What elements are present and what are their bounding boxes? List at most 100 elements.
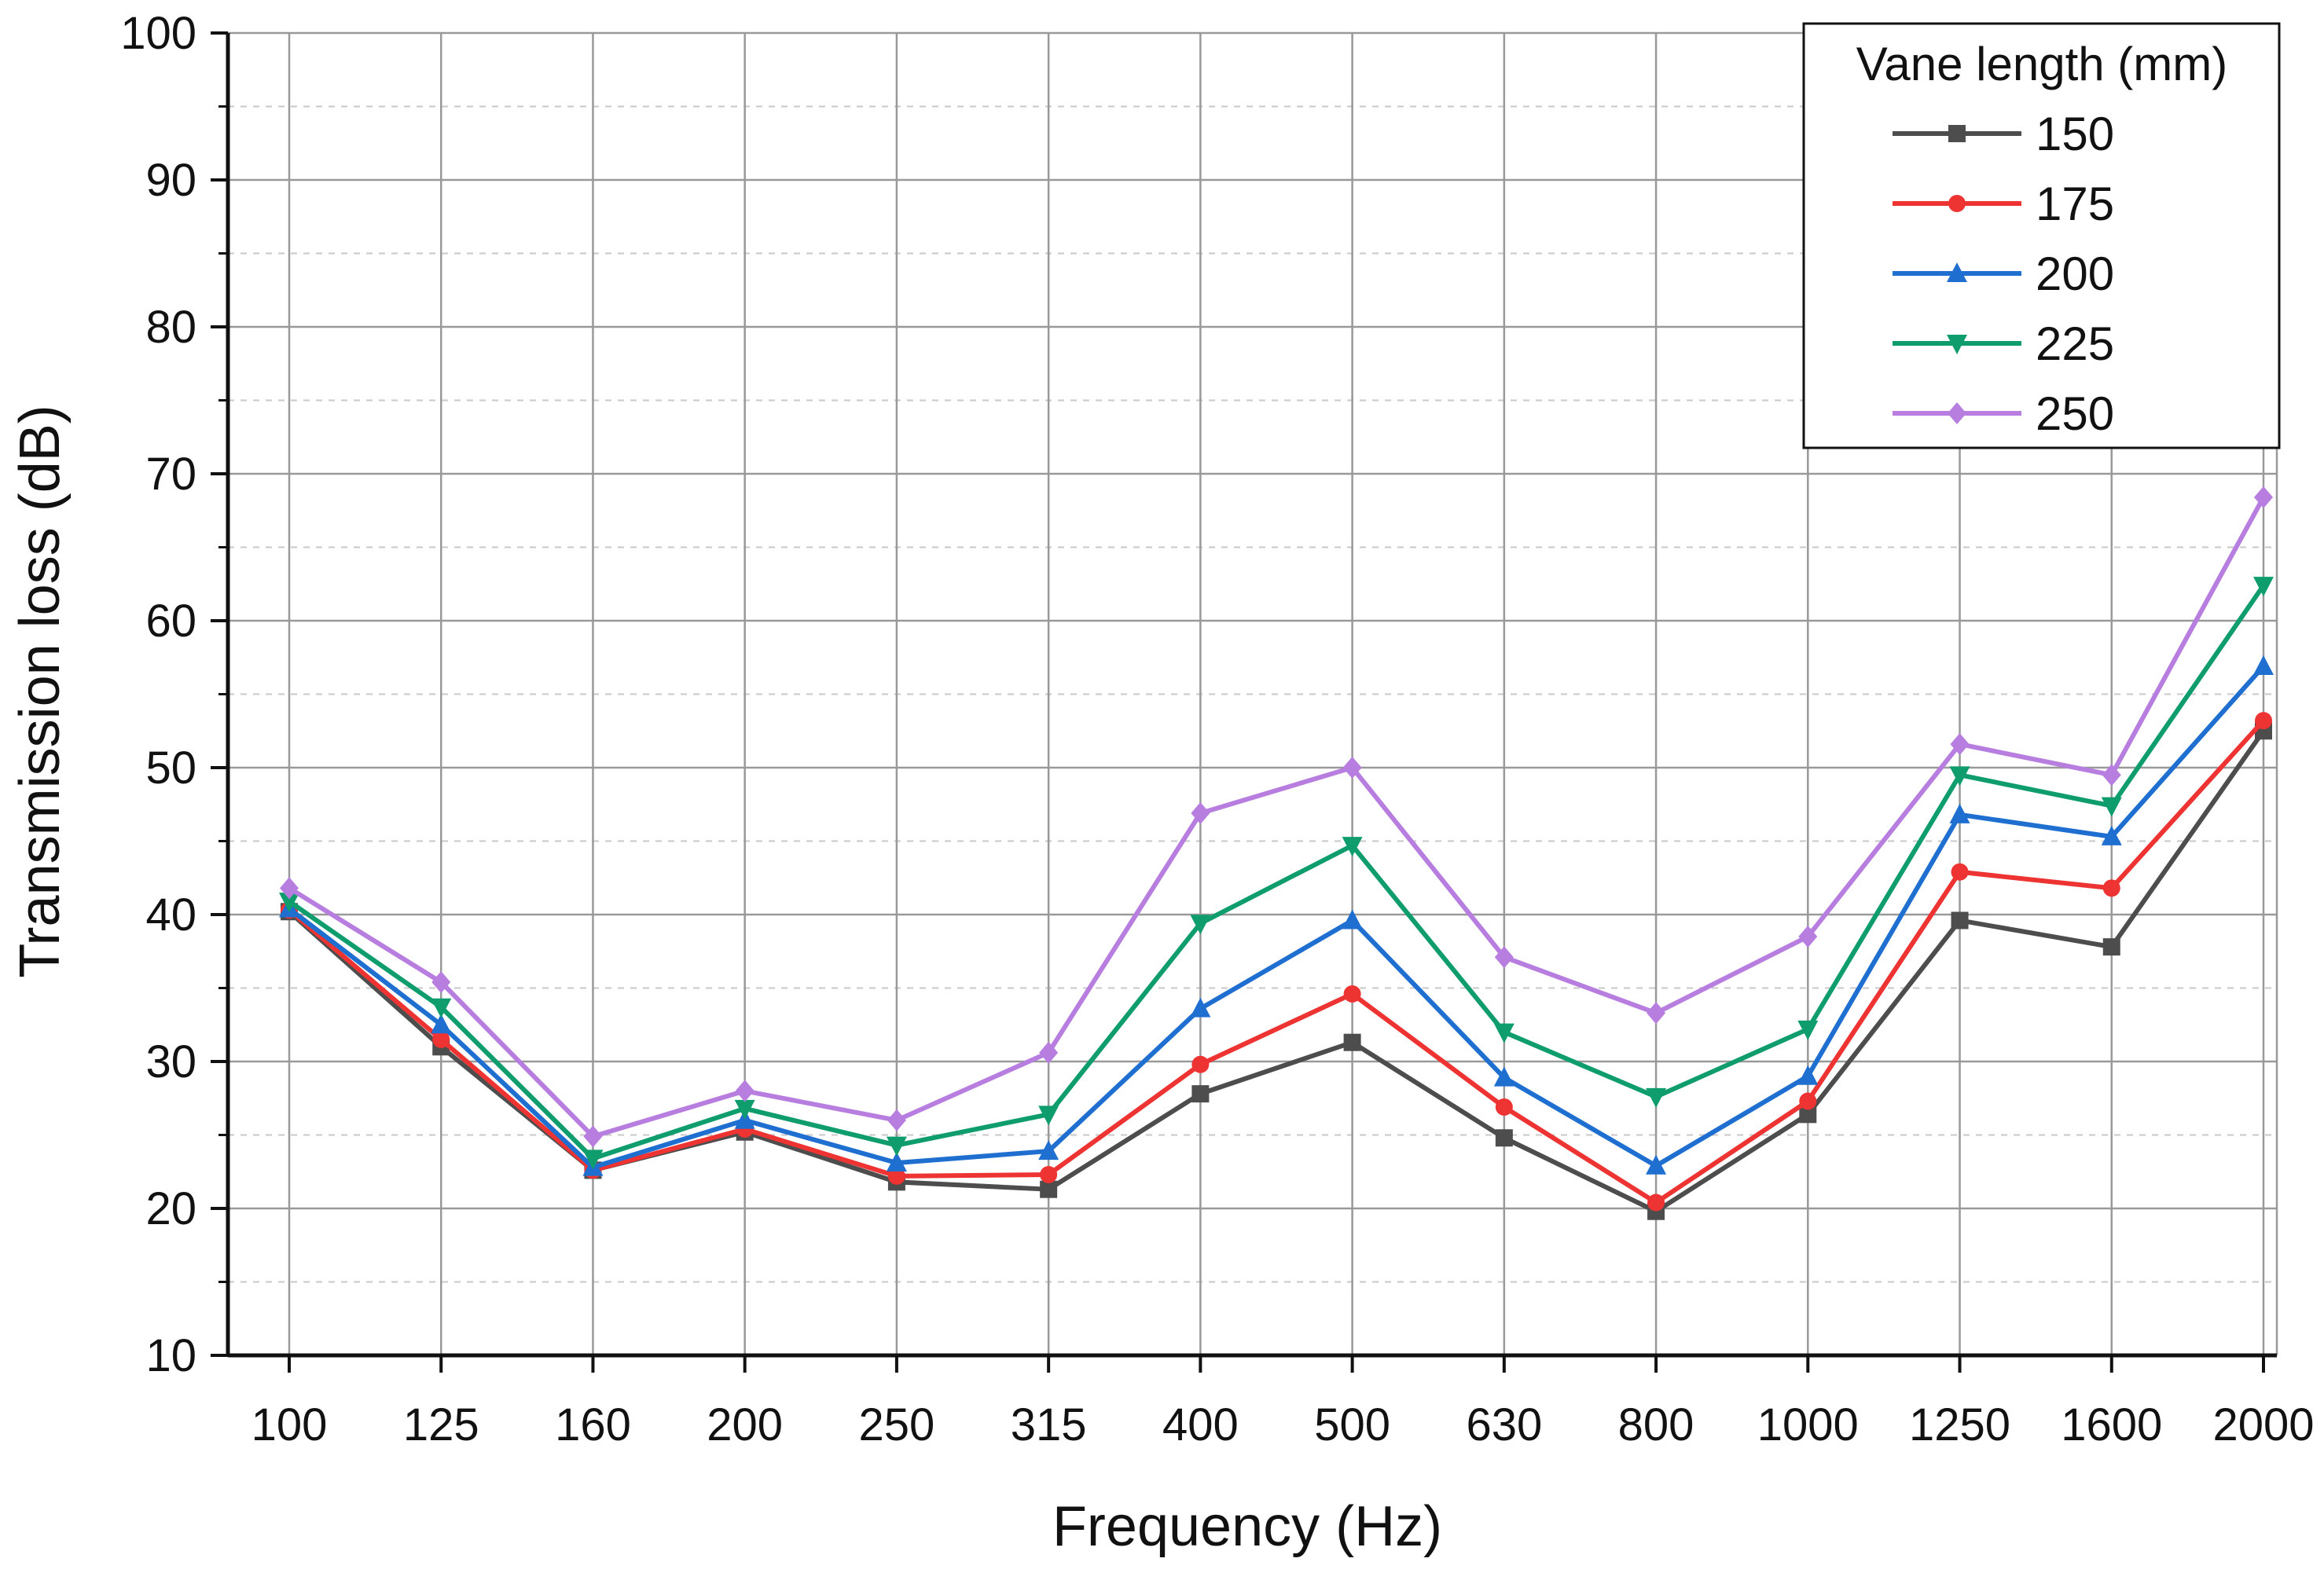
data-point-225 bbox=[431, 998, 452, 1018]
data-point-200 bbox=[1190, 997, 1211, 1018]
series-line-225 bbox=[288, 584, 2266, 1161]
data-point-250 bbox=[1647, 1002, 1666, 1025]
data-point-150 bbox=[1495, 1129, 1513, 1147]
data-point-250 bbox=[280, 877, 299, 900]
x-axis-title: Frequency (Hz) bbox=[1052, 1495, 1442, 1558]
series-250 bbox=[280, 486, 2273, 1148]
data-point-175 bbox=[1647, 1194, 1665, 1212]
data-point-150 bbox=[1951, 911, 1969, 930]
grid bbox=[228, 31, 2278, 1355]
data-point-150 bbox=[2102, 938, 2120, 956]
legend-entry-250: 250 bbox=[1893, 387, 2114, 440]
legend-swatch-marker bbox=[1948, 125, 1966, 142]
series-line-150 bbox=[288, 729, 2266, 1214]
y-axis-title: Transmission loss (dB) bbox=[9, 405, 72, 978]
x-tick-label: 500 bbox=[1314, 1399, 1390, 1450]
legend-swatch-marker bbox=[1948, 195, 1966, 212]
data-point-200 bbox=[1949, 803, 1970, 823]
legend-entry-225: 225 bbox=[1893, 317, 2114, 370]
y-tick-label: 100 bbox=[120, 8, 196, 59]
data-point-250 bbox=[1494, 946, 1514, 969]
x-tick-label: 250 bbox=[859, 1399, 935, 1450]
data-point-200 bbox=[2101, 825, 2122, 845]
legend: Vane length (mm) 150 175 200 225 250 bbox=[1802, 22, 2281, 449]
data-point-225 bbox=[2101, 797, 2122, 817]
legend-entry-200: 200 bbox=[1893, 248, 2114, 300]
x-tick-label: 1600 bbox=[2061, 1399, 2162, 1450]
data-point-250 bbox=[2102, 764, 2121, 786]
data-point-175 bbox=[1951, 863, 1969, 881]
series-200 bbox=[279, 654, 2274, 1176]
data-point-250 bbox=[1342, 757, 1362, 779]
data-point-200 bbox=[431, 1014, 452, 1034]
data-point-250 bbox=[1798, 926, 1818, 948]
data-point-225 bbox=[1949, 766, 1970, 786]
series-line-175 bbox=[288, 719, 2266, 1205]
y-tick-label: 30 bbox=[145, 1036, 196, 1087]
data-point-250 bbox=[735, 1080, 754, 1102]
legend-label: 250 bbox=[2036, 387, 2114, 440]
x-tick-label: 160 bbox=[555, 1399, 631, 1450]
data-point-250 bbox=[887, 1109, 906, 1131]
data-point-175 bbox=[1191, 1055, 1210, 1073]
x-ticks: 100 125 160 200 250 315 400 500 630 800 1000 1250 16… bbox=[251, 1355, 2315, 1450]
series-line-250 bbox=[288, 496, 2266, 1139]
data-point-200 bbox=[1797, 1065, 1819, 1085]
data-point-250 bbox=[1950, 733, 1970, 756]
x-tick-label: 200 bbox=[707, 1399, 783, 1450]
data-point-200 bbox=[1646, 1154, 1667, 1175]
series-line-200 bbox=[288, 664, 2266, 1170]
data-point-250 bbox=[2254, 486, 2273, 508]
legend-entry-150: 150 bbox=[1893, 108, 2114, 160]
data-point-225 bbox=[1342, 837, 1363, 857]
data-point-175 bbox=[1343, 984, 1361, 1003]
data-point-200 bbox=[886, 1152, 907, 1172]
data-point-225 bbox=[1190, 915, 1211, 935]
legend-swatch-marker bbox=[1947, 335, 1967, 354]
y-tick-label: 20 bbox=[145, 1183, 196, 1234]
data-point-175 bbox=[1040, 1165, 1058, 1183]
data-point-200 bbox=[1342, 909, 1363, 930]
x-tick-label: 400 bbox=[1162, 1399, 1239, 1450]
data-point-225 bbox=[1038, 1106, 1059, 1126]
legend-swatch-marker bbox=[1947, 262, 1967, 282]
y-tick-label: 10 bbox=[145, 1330, 196, 1381]
x-tick-label: 1250 bbox=[1909, 1399, 2010, 1450]
y-tick-label: 50 bbox=[145, 742, 196, 794]
x-tick-label: 630 bbox=[1466, 1399, 1542, 1450]
data-point-150 bbox=[1343, 1033, 1361, 1051]
legend-entry-175: 175 bbox=[1893, 178, 2114, 230]
legend-label: 225 bbox=[2036, 317, 2114, 370]
y-tick-label: 80 bbox=[145, 302, 196, 353]
series-175 bbox=[281, 712, 2272, 1212]
x-tick-label: 100 bbox=[251, 1399, 328, 1450]
data-point-225 bbox=[1646, 1087, 1667, 1108]
data-point-150 bbox=[1799, 1106, 1817, 1124]
data-point-225 bbox=[1493, 1023, 1514, 1043]
y-tick-label: 40 bbox=[145, 889, 196, 940]
data-point-150 bbox=[1040, 1180, 1058, 1198]
data-point-225 bbox=[886, 1136, 907, 1157]
legend-title: Vane length (mm) bbox=[1856, 38, 2227, 90]
x-tick-label: 125 bbox=[403, 1399, 479, 1450]
data-point-200 bbox=[1038, 1140, 1059, 1160]
y-tick-label: 70 bbox=[145, 449, 196, 500]
data-point-150 bbox=[1191, 1085, 1210, 1103]
x-tick-label: 1000 bbox=[1757, 1399, 1859, 1450]
y-ticks: 10 20 30 40 50 60 70 80 90 100 bbox=[120, 8, 228, 1381]
legend-label: 150 bbox=[2036, 108, 2114, 160]
data-point-175 bbox=[1495, 1098, 1513, 1116]
data-point-225 bbox=[734, 1099, 755, 1120]
data-point-225 bbox=[1797, 1020, 1819, 1040]
data-point-200 bbox=[2253, 654, 2274, 675]
data-point-250 bbox=[583, 1125, 603, 1148]
x-tick-label: 315 bbox=[1011, 1399, 1087, 1450]
data-point-250 bbox=[431, 971, 451, 994]
data-point-250 bbox=[1191, 801, 1210, 824]
data-point-175 bbox=[1799, 1092, 1817, 1110]
data-point-225 bbox=[279, 893, 299, 913]
data-point-225 bbox=[582, 1150, 604, 1170]
data-point-200 bbox=[1493, 1066, 1514, 1087]
data-point-225 bbox=[2253, 577, 2274, 597]
